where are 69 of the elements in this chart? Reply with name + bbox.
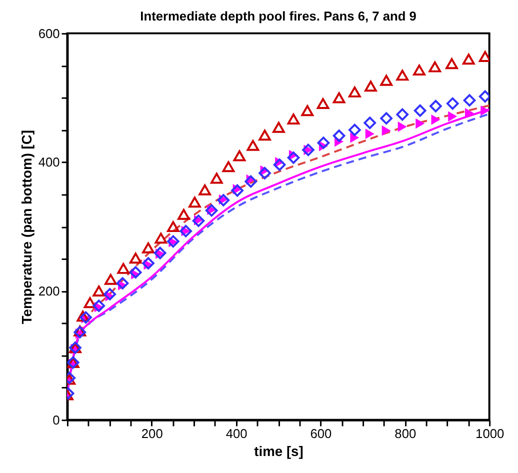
y-axis-title: Temperature (pan bottom) [C] xyxy=(18,130,34,324)
point xyxy=(104,288,116,300)
x-tick-label: 1000 xyxy=(476,426,504,442)
point xyxy=(414,104,426,117)
point xyxy=(129,266,142,278)
point xyxy=(428,61,442,72)
point xyxy=(231,184,244,197)
point xyxy=(463,94,476,106)
point xyxy=(244,175,258,188)
point xyxy=(332,130,346,142)
point xyxy=(380,74,393,86)
point xyxy=(380,112,393,125)
point xyxy=(166,221,180,232)
point xyxy=(317,136,330,150)
point xyxy=(129,252,142,264)
point xyxy=(84,297,96,308)
point xyxy=(117,262,130,274)
point xyxy=(382,125,391,136)
point xyxy=(178,208,190,220)
x-tick-label: 800 xyxy=(394,426,416,442)
point xyxy=(222,161,235,172)
point xyxy=(364,116,376,130)
point xyxy=(430,100,442,112)
point xyxy=(480,105,490,116)
point xyxy=(188,196,201,208)
point xyxy=(398,122,407,132)
point xyxy=(350,132,360,143)
point xyxy=(142,242,154,254)
point xyxy=(413,64,426,76)
point xyxy=(104,274,117,285)
point xyxy=(446,58,458,70)
y-tick-label: 400 xyxy=(38,154,60,170)
point xyxy=(365,128,374,139)
y-tick-label: 0 xyxy=(52,412,60,428)
point xyxy=(233,150,246,162)
point xyxy=(258,130,271,141)
y-tick-label: 600 xyxy=(38,26,60,41)
point xyxy=(332,92,346,104)
point xyxy=(76,310,90,322)
point xyxy=(396,108,409,121)
point xyxy=(348,86,361,98)
point xyxy=(364,80,377,92)
point xyxy=(316,98,330,110)
point xyxy=(431,114,440,125)
y-tick-label: 200 xyxy=(38,283,60,298)
point xyxy=(154,232,168,244)
point xyxy=(210,172,223,184)
point xyxy=(198,184,212,196)
point xyxy=(258,166,271,180)
x-tick-label: 600 xyxy=(310,426,332,442)
point xyxy=(348,124,361,136)
point xyxy=(272,122,285,133)
point xyxy=(448,111,458,122)
point xyxy=(465,108,474,118)
chart-title: Intermediate depth pool fires. Pans 6, 7 and 9 xyxy=(140,8,416,24)
point xyxy=(116,277,129,290)
point xyxy=(287,114,300,124)
point xyxy=(396,70,409,81)
point xyxy=(92,286,106,296)
x-tick-label: 400 xyxy=(226,426,248,442)
point xyxy=(273,158,286,171)
point xyxy=(301,105,314,116)
point xyxy=(246,140,260,151)
point xyxy=(446,97,459,110)
point xyxy=(462,54,475,65)
x-tick-label: 200 xyxy=(141,426,163,442)
point xyxy=(287,151,300,164)
point xyxy=(416,118,425,129)
x-axis-title: time [s] xyxy=(254,442,304,459)
